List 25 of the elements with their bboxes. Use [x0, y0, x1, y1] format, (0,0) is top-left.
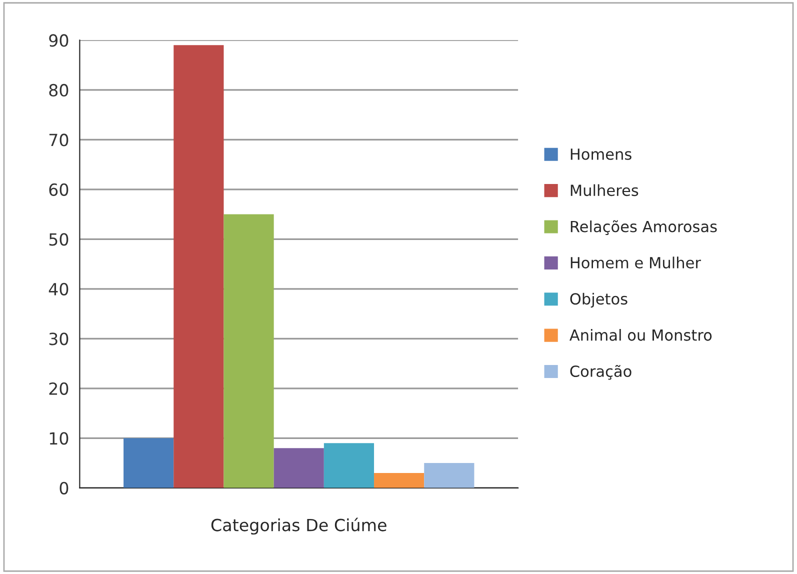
y-tick-label: 0	[60, 482, 68, 494]
bar	[324, 443, 374, 488]
y-tick-label: 80	[49, 84, 68, 96]
bar	[174, 45, 224, 488]
bar	[224, 214, 274, 488]
y-tick-label: 50	[49, 233, 68, 246]
y-tick-label: 10	[50, 432, 68, 445]
legend-label: Mulheres	[570, 184, 638, 196]
legend-label: Homens	[570, 148, 632, 160]
bar	[424, 463, 474, 488]
y-tick-label: 90	[49, 34, 68, 47]
legend-label: Animal ou Monstro	[570, 328, 712, 341]
x-axis-title: Categorias De Ciúme	[211, 518, 386, 535]
y-tick-label: 70	[49, 134, 68, 146]
y-tick-label: 40	[48, 282, 68, 296]
legend-label: Relações Amorosas	[570, 220, 717, 236]
bar	[124, 438, 174, 488]
y-tick-label: 30	[49, 332, 68, 346]
legend-label: Homem e Mulher	[570, 256, 701, 268]
bar	[374, 472, 424, 488]
bar	[274, 448, 324, 488]
legend-label: Coração	[570, 364, 632, 380]
y-tick-label: 20	[49, 382, 68, 395]
y-tick-label: 60	[49, 183, 68, 196]
legend-label: Objetos	[570, 292, 628, 308]
